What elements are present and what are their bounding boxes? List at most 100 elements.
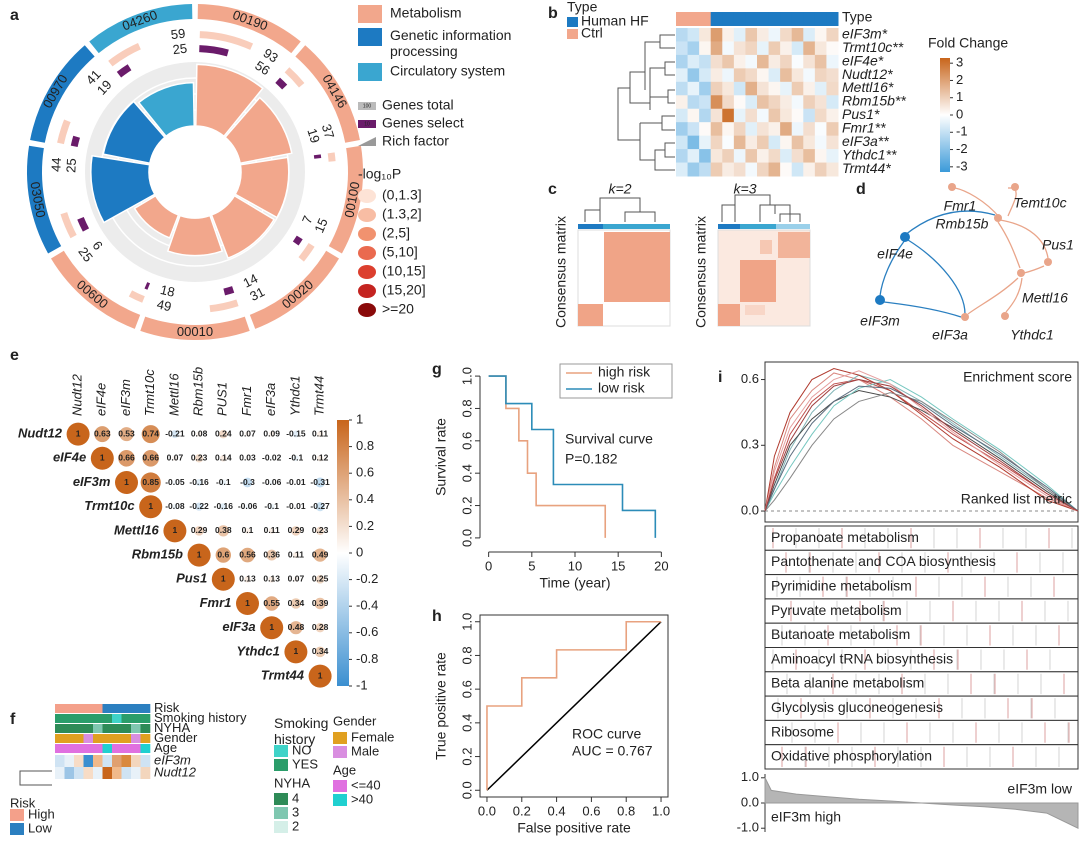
value-label: -0.06: [262, 477, 282, 487]
heat-cell: [768, 149, 781, 164]
value-label: 0.55: [263, 598, 280, 608]
key-swatch: [358, 137, 376, 146]
node-label: Fmr1: [944, 198, 977, 214]
correlation-circle: [242, 477, 253, 488]
select-label: 56: [252, 58, 272, 78]
correlation-circle: [315, 623, 325, 633]
node-label: eIF3m: [860, 313, 900, 329]
track-cell: [93, 767, 103, 779]
value-label: 0.25: [312, 574, 329, 584]
correlation-circle: [119, 427, 134, 442]
heat-cell: [722, 95, 735, 110]
select-label: 25: [172, 41, 188, 58]
heat-cell: [826, 108, 839, 123]
track-cell: [121, 755, 132, 767]
heat-cell: [757, 108, 770, 123]
value-label: -0.01: [286, 477, 306, 487]
value-label: 0.11: [264, 525, 280, 535]
track-cell: [112, 704, 122, 713]
value-label: 0.49: [312, 549, 329, 559]
heat-cell: [826, 135, 839, 150]
rich-bar: [210, 194, 276, 260]
correlation-circle: [268, 503, 275, 510]
heat-cell: [687, 41, 700, 56]
heat-cell: [791, 68, 804, 83]
legend-label: high risk: [598, 364, 651, 380]
value-label: 0.85: [142, 477, 159, 487]
total-label: 49: [155, 296, 172, 314]
correlation-circle: [289, 621, 303, 635]
track-cell: [55, 724, 65, 733]
correlation-circle: [195, 478, 203, 487]
ranked-metric: [764, 777, 1079, 830]
x-axis-label: False positive rate: [517, 820, 631, 836]
category-ring: [26, 145, 62, 254]
annotation-cell: [791, 12, 804, 26]
x-tick-label: 0.6: [582, 803, 600, 818]
correlation-circle: [240, 547, 255, 563]
heat-cell: [768, 95, 781, 110]
legend-swatch: [333, 732, 347, 744]
p-label: (10,15]: [382, 263, 426, 279]
annotation: AUC = 0.767: [572, 743, 653, 759]
colorbar-tick-label: 0: [956, 106, 963, 121]
category-ring: [249, 250, 340, 329]
panel-label: i: [718, 369, 722, 386]
p-label: (1.3,2]: [382, 206, 422, 222]
legend-title: Type: [567, 0, 598, 15]
heat-cell: [745, 28, 758, 42]
heat-cell: [745, 135, 758, 150]
annotation-cell: [768, 12, 781, 26]
value-label: -0.27: [310, 501, 330, 511]
row-label: eIF3a**: [842, 133, 889, 149]
value-label: 0.09: [263, 428, 280, 438]
heat-cell: [791, 162, 804, 177]
p-swatch: [358, 303, 376, 317]
heat-cell: [687, 54, 700, 69]
heat-cell: [745, 54, 758, 69]
heat-cell: [676, 108, 689, 123]
heat-cell: [676, 162, 689, 177]
x-axis-label: Time (year): [539, 575, 610, 591]
correlation-circle: [219, 503, 227, 511]
total-bar: [209, 299, 239, 313]
value-label: -0.15: [286, 428, 306, 438]
heat-cell: [676, 122, 689, 137]
value-label: -0.1: [216, 477, 231, 487]
column-label: eIF3m: [118, 379, 133, 416]
value-label: 1: [173, 525, 178, 535]
es-curve: [764, 379, 1079, 512]
heat-cell: [710, 28, 723, 42]
correlation-circle: [90, 446, 114, 470]
category-ring: [140, 316, 250, 341]
panel-label: f: [10, 711, 16, 728]
track-cell: [74, 744, 84, 753]
column-label: Trmt10c: [142, 369, 157, 416]
track-cell: [121, 734, 132, 743]
value-label: -0.08: [165, 501, 185, 511]
value-label: -0.05: [165, 477, 185, 487]
y-tick-label: 0.8: [459, 646, 474, 664]
pathway-row: [764, 622, 1079, 649]
track-label: Risk: [154, 700, 180, 715]
key-label: Genes select: [382, 115, 464, 131]
value-label: -0.06: [238, 501, 258, 511]
pathway-row: [764, 671, 1079, 697]
value-label: 0.53: [118, 428, 135, 438]
value-label: 0.74: [142, 428, 159, 438]
track-cell: [74, 755, 84, 767]
correlation-circle: [139, 495, 163, 519]
heat-cell: [768, 122, 781, 137]
track-cell: [55, 734, 65, 743]
heat-cell: [722, 162, 735, 177]
es-curve: [764, 392, 1079, 512]
select-bar: [199, 45, 229, 57]
track-cell: [102, 704, 113, 713]
p-label: (2,5]: [382, 225, 410, 241]
colorbar-tick-label: 0.4: [356, 491, 374, 506]
track-cell: [102, 755, 113, 767]
correlation-circle: [292, 552, 299, 559]
legend-swatch: [333, 746, 347, 758]
pathway-label: Pyruvate metabolism: [771, 602, 902, 618]
es-curve: [764, 379, 1079, 512]
